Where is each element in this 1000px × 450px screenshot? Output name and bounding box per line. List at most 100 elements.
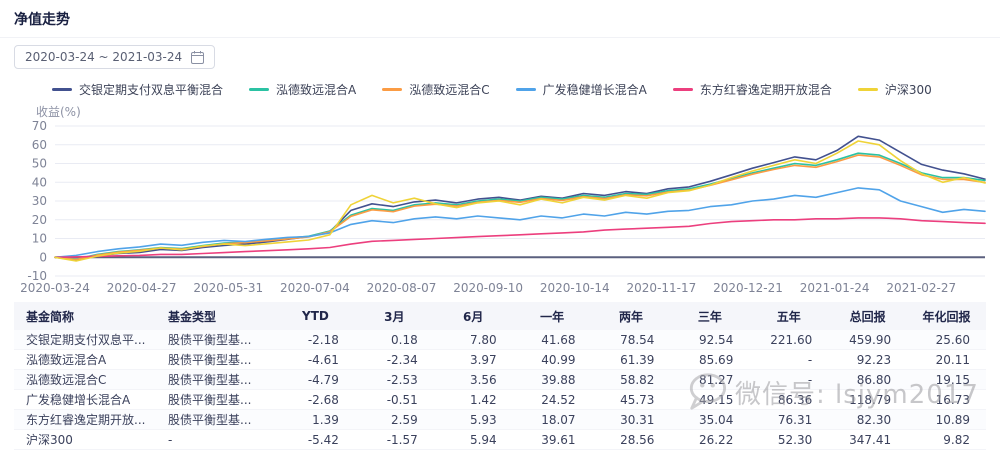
table-cell: 76.31	[777, 412, 813, 427]
table-cell: 78.54	[620, 332, 655, 347]
series-line	[54, 187, 986, 259]
series-line	[54, 217, 986, 259]
table-header-cell: 基金类型	[168, 309, 217, 324]
x-tick-label: 2020-09-10	[453, 281, 523, 295]
y-tick-label: 70	[32, 119, 47, 133]
table-row: 广发稳健增长混合A 股债平衡型基... -2.68 -0.51 1.42 24.52 45.…	[14, 390, 986, 410]
table-header-cell: 一年	[540, 309, 565, 324]
table-cell: -5.42	[307, 432, 339, 447]
fund-table: 基金简称 基金类型 YTD 3月 6月 一年 两年 三年 五年 总回报 年化回报 交银定期支付双息平…	[14, 302, 986, 450]
y-tick-label: 40	[32, 175, 47, 189]
x-tick-label: 2020-03-24	[20, 281, 90, 295]
y-tick-label: 30	[32, 194, 47, 208]
table-cell: 58.82	[620, 372, 655, 387]
legend-marker	[515, 87, 536, 91]
table-cell: 26.22	[698, 432, 734, 447]
table-cell: 2.59	[391, 412, 418, 427]
table-cell: 118.79	[849, 392, 892, 407]
legend-label: 广发稳健增长混合A	[542, 82, 647, 97]
table-cell: -4.79	[307, 372, 339, 387]
table-cell: 52.30	[777, 432, 813, 447]
table-cell: 9.82	[943, 432, 970, 447]
date-toolbar: 2020-03-24 ~ 2021-03-24	[0, 38, 1000, 76]
fund-name-cell: 东方红睿逸定期开放...	[26, 413, 146, 427]
legend-item[interactable]: 广发稳健增长混合A	[515, 81, 647, 98]
table-row: 泓德致远混合C 股债平衡型基... -4.79 -2.53 3.56 39.88 58.82…	[14, 370, 986, 390]
table-cell: -	[807, 352, 813, 367]
table-cell: 28.56	[620, 432, 655, 447]
table-cell: 7.80	[469, 332, 497, 347]
series-line	[54, 140, 986, 262]
legend-item[interactable]: 泓德致远混合A	[249, 81, 356, 98]
table-cell: -0.51	[386, 392, 418, 407]
legend-label: 东方红睿逸定期开放混合	[699, 82, 832, 97]
legend-item[interactable]: 交银定期支付双息平衡混合	[52, 81, 223, 98]
table-cell: 1.42	[469, 392, 497, 407]
x-tick-label: 2020-10-14	[540, 281, 610, 295]
table-row: 沪深300 - -5.42 -1.57 5.94 39.61 28.56 26.22 52.30…	[14, 430, 986, 450]
table-cell: 10.89	[935, 412, 970, 427]
table-cell: -	[168, 432, 173, 447]
table-cell: 股债平衡型基...	[168, 393, 252, 407]
y-tick-label: 60	[32, 138, 47, 152]
table-cell: 459.90	[849, 332, 892, 347]
y-tick-label: 20	[32, 213, 47, 227]
table-row: 泓德致远混合A 股债平衡型基... -4.61 -2.34 3.97 40.99 61.39…	[14, 350, 986, 370]
chart-legend: 交银定期支付双息平衡混合 泓德致远混合A 泓德致远混合C 广发稳健增长混合A 东方红睿逸…	[52, 81, 1000, 97]
table-row: 交银定期支付双息平... 股债平衡型基... -2.18 0.18 7.80 41.68 7…	[14, 330, 986, 350]
legend-item[interactable]: 泓德致远混合C	[382, 81, 490, 98]
legend-marker	[249, 87, 270, 91]
series-line	[54, 135, 986, 261]
date-range-value: 2020-03-24 ~ 2021-03-24	[25, 50, 183, 64]
table-header-cell: 两年	[618, 309, 643, 324]
table-cell: -	[807, 372, 813, 387]
fund-name-cell: 交银定期支付双息平...	[26, 333, 146, 347]
table-cell: 35.04	[698, 412, 734, 427]
table-cell: 82.30	[856, 412, 892, 427]
x-tick-label: 2020-12-21	[713, 281, 783, 295]
x-tick-label: 2020-11-17	[627, 281, 697, 295]
x-tick-label: 2021-02-27	[886, 281, 956, 295]
table-header-cell: YTD	[302, 309, 329, 323]
table-cell: 18.07	[541, 412, 576, 427]
calendar-icon	[191, 50, 205, 64]
table-cell: 0.18	[391, 332, 418, 347]
legend-label: 沪深300	[884, 82, 932, 97]
table-cell: 86.36	[777, 392, 813, 407]
table-header-cell: 总回报	[849, 309, 886, 324]
y-tick-label: -10	[27, 269, 47, 283]
legend-label: 泓德致远混合A	[276, 82, 357, 97]
table-cell: 20.11	[935, 352, 970, 367]
legend-item[interactable]: 沪深300	[857, 81, 932, 98]
table-cell: 86.80	[856, 372, 892, 387]
table-cell: 61.39	[620, 352, 655, 367]
table-cell: 30.31	[620, 412, 655, 427]
date-range-picker[interactable]: 2020-03-24 ~ 2021-03-24	[14, 45, 216, 69]
table-cell: 股债平衡型基...	[168, 353, 252, 367]
table-header-cell: 3月	[384, 309, 405, 324]
table-cell: 347.41	[849, 432, 892, 447]
table-cell: 39.61	[541, 432, 576, 447]
table-cell: -2.18	[307, 332, 339, 347]
fund-name-cell: 广发稳健增长混合A	[26, 393, 131, 407]
table-cell: 1.39	[312, 412, 339, 427]
table-cell: 3.97	[469, 352, 497, 367]
table-cell: 25.60	[935, 332, 970, 347]
legend-label: 交银定期支付双息平衡混合	[79, 82, 224, 97]
legend-item[interactable]: 东方红睿逸定期开放混合	[672, 81, 832, 98]
table-cell: -4.61	[307, 352, 339, 367]
table-header-cell: 年化回报	[922, 309, 971, 324]
table-cell: -1.57	[386, 432, 418, 447]
table-cell: 5.94	[469, 432, 497, 447]
y-tick-label: 10	[32, 232, 47, 246]
table-cell: 39.88	[541, 372, 576, 387]
table-cell: 股债平衡型基...	[168, 373, 252, 387]
fund-name-cell: 泓德致远混合C	[26, 373, 107, 387]
table-cell: 40.99	[541, 352, 576, 367]
table-row: 东方红睿逸定期开放... 股债平衡型基... 1.39 2.59 5.93 18.07 30…	[14, 410, 986, 430]
fund-name-cell: 泓德致远混合A	[26, 353, 107, 367]
table-cell: -2.34	[386, 352, 418, 367]
table-header-cell: 6月	[463, 309, 484, 324]
fund-name-cell: 沪深300	[26, 433, 73, 447]
